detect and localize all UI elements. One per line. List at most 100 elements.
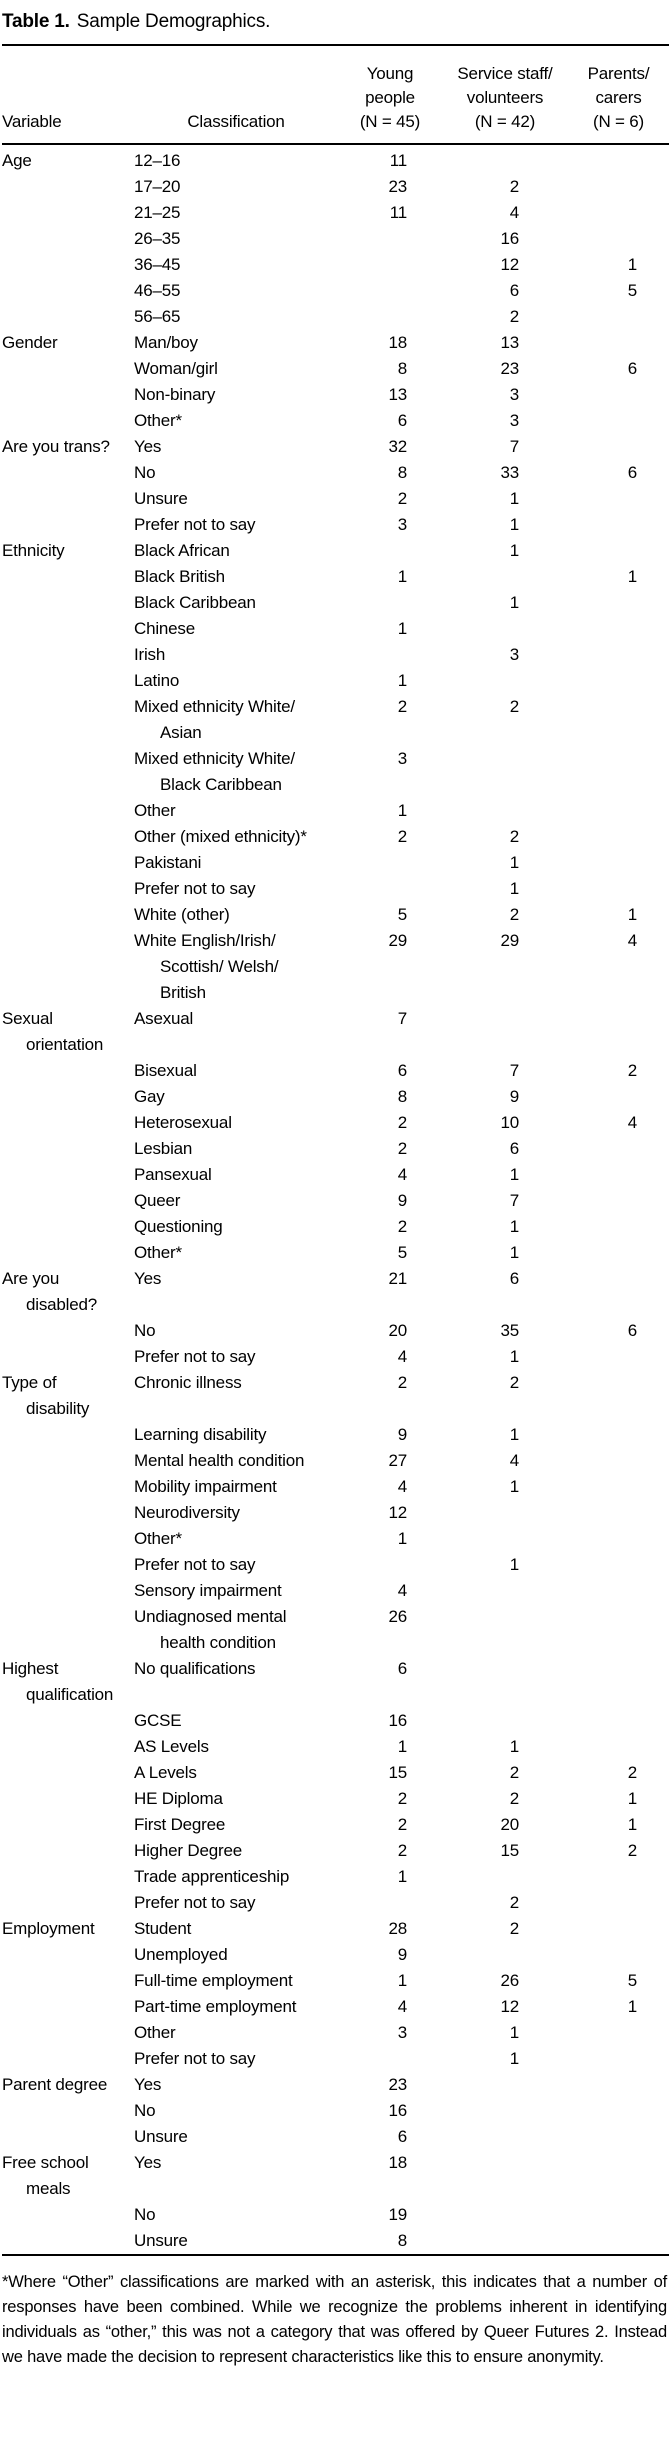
young-people-cell: 9: [397, 1191, 407, 1210]
young-people-cell: 20: [388, 1321, 407, 1340]
young-people-cell: 2: [397, 1139, 407, 1158]
table-row: No 19: [2, 2202, 669, 2228]
variable-cell: [2, 1890, 134, 1916]
table-row: Are you trans? Yes 32 7: [2, 434, 669, 460]
service-staff-cell: [442, 1526, 568, 1552]
young-people-cell: 5: [397, 905, 407, 924]
parents-carers-cell: [568, 1266, 669, 1318]
table-number-label: Table 1.: [2, 11, 70, 32]
table-row: Neurodiversity 12: [2, 1500, 669, 1526]
parents-carers-cell: [568, 1916, 669, 1942]
service-staff-cell: 12: [500, 255, 519, 274]
table-row: Prefer not to say 1: [2, 1552, 669, 1578]
variable-cell: [2, 200, 134, 226]
service-staff-cell: 33: [500, 463, 519, 482]
variable-cell: [2, 694, 134, 746]
service-staff-cell: 6: [509, 1139, 519, 1158]
service-staff-cell: 1: [509, 1737, 519, 1756]
service-staff-cell: 1: [509, 1425, 519, 1444]
table-row: Other* 1: [2, 1526, 669, 1552]
parents-carers-cell: [568, 1526, 669, 1552]
classification-cell: 56–65: [134, 307, 181, 326]
young-people-cell: 23: [388, 2075, 407, 2094]
table-row: Gender Man/boy 18 13: [2, 330, 669, 356]
service-staff-cell: [442, 2124, 568, 2150]
classification-cell: Prefer not to say: [134, 1893, 256, 1912]
parents-carers-cell: [568, 1942, 669, 1968]
variable-cell: [2, 1344, 134, 1370]
parents-carers-cell: [568, 1656, 669, 1708]
classification-cell: No: [134, 2205, 156, 2224]
table-row: Mobility impairment 4 1: [2, 1474, 669, 1500]
table-row: Other 3 1: [2, 2020, 669, 2046]
young-people-cell: [338, 226, 442, 252]
service-staff-cell: 1: [509, 1347, 519, 1366]
table-row: Sexual orientation Asexual 7: [2, 1006, 669, 1058]
table-body: Age 12–16 11 17–20 23 2 21–25 11 4 26–35 16 36–45 12…: [2, 144, 669, 2255]
young-people-cell: 29: [388, 931, 407, 950]
young-people-cell: 5: [397, 1243, 407, 1262]
parents-carers-cell: [568, 1578, 669, 1604]
young-people-cell: 2: [397, 827, 407, 846]
table-row: White (other) 5 2 1: [2, 902, 669, 928]
service-staff-cell: [442, 2228, 568, 2255]
young-people-cell: 6: [397, 2127, 407, 2146]
table-row: Heterosexual 2 10 4: [2, 1110, 669, 1136]
variable-cell: [2, 408, 134, 434]
classification-cell: Queer: [134, 1191, 181, 1210]
service-staff-cell: [442, 2202, 568, 2228]
service-staff-cell: [442, 1578, 568, 1604]
variable-cell: [2, 1526, 134, 1552]
parents-carers-cell: [568, 226, 669, 252]
parents-carers-cell: [568, 850, 669, 876]
young-people-cell: 28: [388, 1919, 407, 1938]
table-row: 56–65 2: [2, 304, 669, 330]
table-row: Learning disability 9 1: [2, 1422, 669, 1448]
parents-carers-cell: [568, 144, 669, 174]
young-people-cell: 8: [397, 359, 407, 378]
column-header-young-people: Young people (N = 45): [338, 45, 442, 145]
young-people-cell: 4: [397, 1997, 407, 2016]
classification-cell: Prefer not to say: [134, 879, 256, 898]
service-staff-cell: 9: [509, 1087, 519, 1106]
table-row: Prefer not to say 4 1: [2, 1344, 669, 1370]
young-people-cell: 27: [388, 1451, 407, 1470]
variable-cell: [2, 1422, 134, 1448]
young-people-cell: 2: [397, 1113, 407, 1132]
classification-cell: Lesbian: [134, 1139, 193, 1158]
table-row: Employment Student 28 2: [2, 1916, 669, 1942]
table-row: Ethnicity Black African 1: [2, 538, 669, 564]
variable-cell: [2, 642, 134, 668]
table-row: AS Levels 1 1: [2, 1734, 669, 1760]
young-people-cell: [338, 1552, 442, 1578]
parents-carers-cell: [568, 434, 669, 460]
variable-cell: [2, 460, 134, 486]
parents-carers-cell: [568, 746, 669, 798]
variable-cell: [2, 1188, 134, 1214]
classification-cell: Prefer not to say: [134, 515, 256, 534]
table-row: Type of disability Chronic illness 2 2: [2, 1370, 669, 1422]
service-staff-cell: 2: [509, 177, 519, 196]
classification-cell: 26–35: [134, 229, 181, 248]
variable-cell: [2, 1214, 134, 1240]
table-row: 26–35 16: [2, 226, 669, 252]
classification-cell: Black British: [134, 567, 225, 586]
table-row: Unsure 8: [2, 2228, 669, 2255]
classification-cell: 17–20: [134, 177, 181, 196]
variable-cell: [2, 174, 134, 200]
variable-cell: [2, 876, 134, 902]
parents-carers-cell: [568, 200, 669, 226]
parents-carers-cell: [568, 538, 669, 564]
young-people-cell: 12: [388, 1503, 407, 1522]
young-people-cell: 19: [388, 2205, 407, 2224]
table-row: Gay 8 9: [2, 1084, 669, 1110]
young-people-cell: 2: [397, 489, 407, 508]
young-people-cell: 11: [389, 151, 407, 170]
service-staff-cell: 2: [509, 905, 519, 924]
young-people-cell: 11: [389, 203, 407, 222]
table-row: Black British 1 1: [2, 564, 669, 590]
service-staff-cell: 1: [509, 541, 519, 560]
young-people-cell: 2: [397, 1217, 407, 1236]
young-people-cell: 6: [397, 1659, 407, 1678]
young-people-cell: 1: [397, 1737, 407, 1756]
